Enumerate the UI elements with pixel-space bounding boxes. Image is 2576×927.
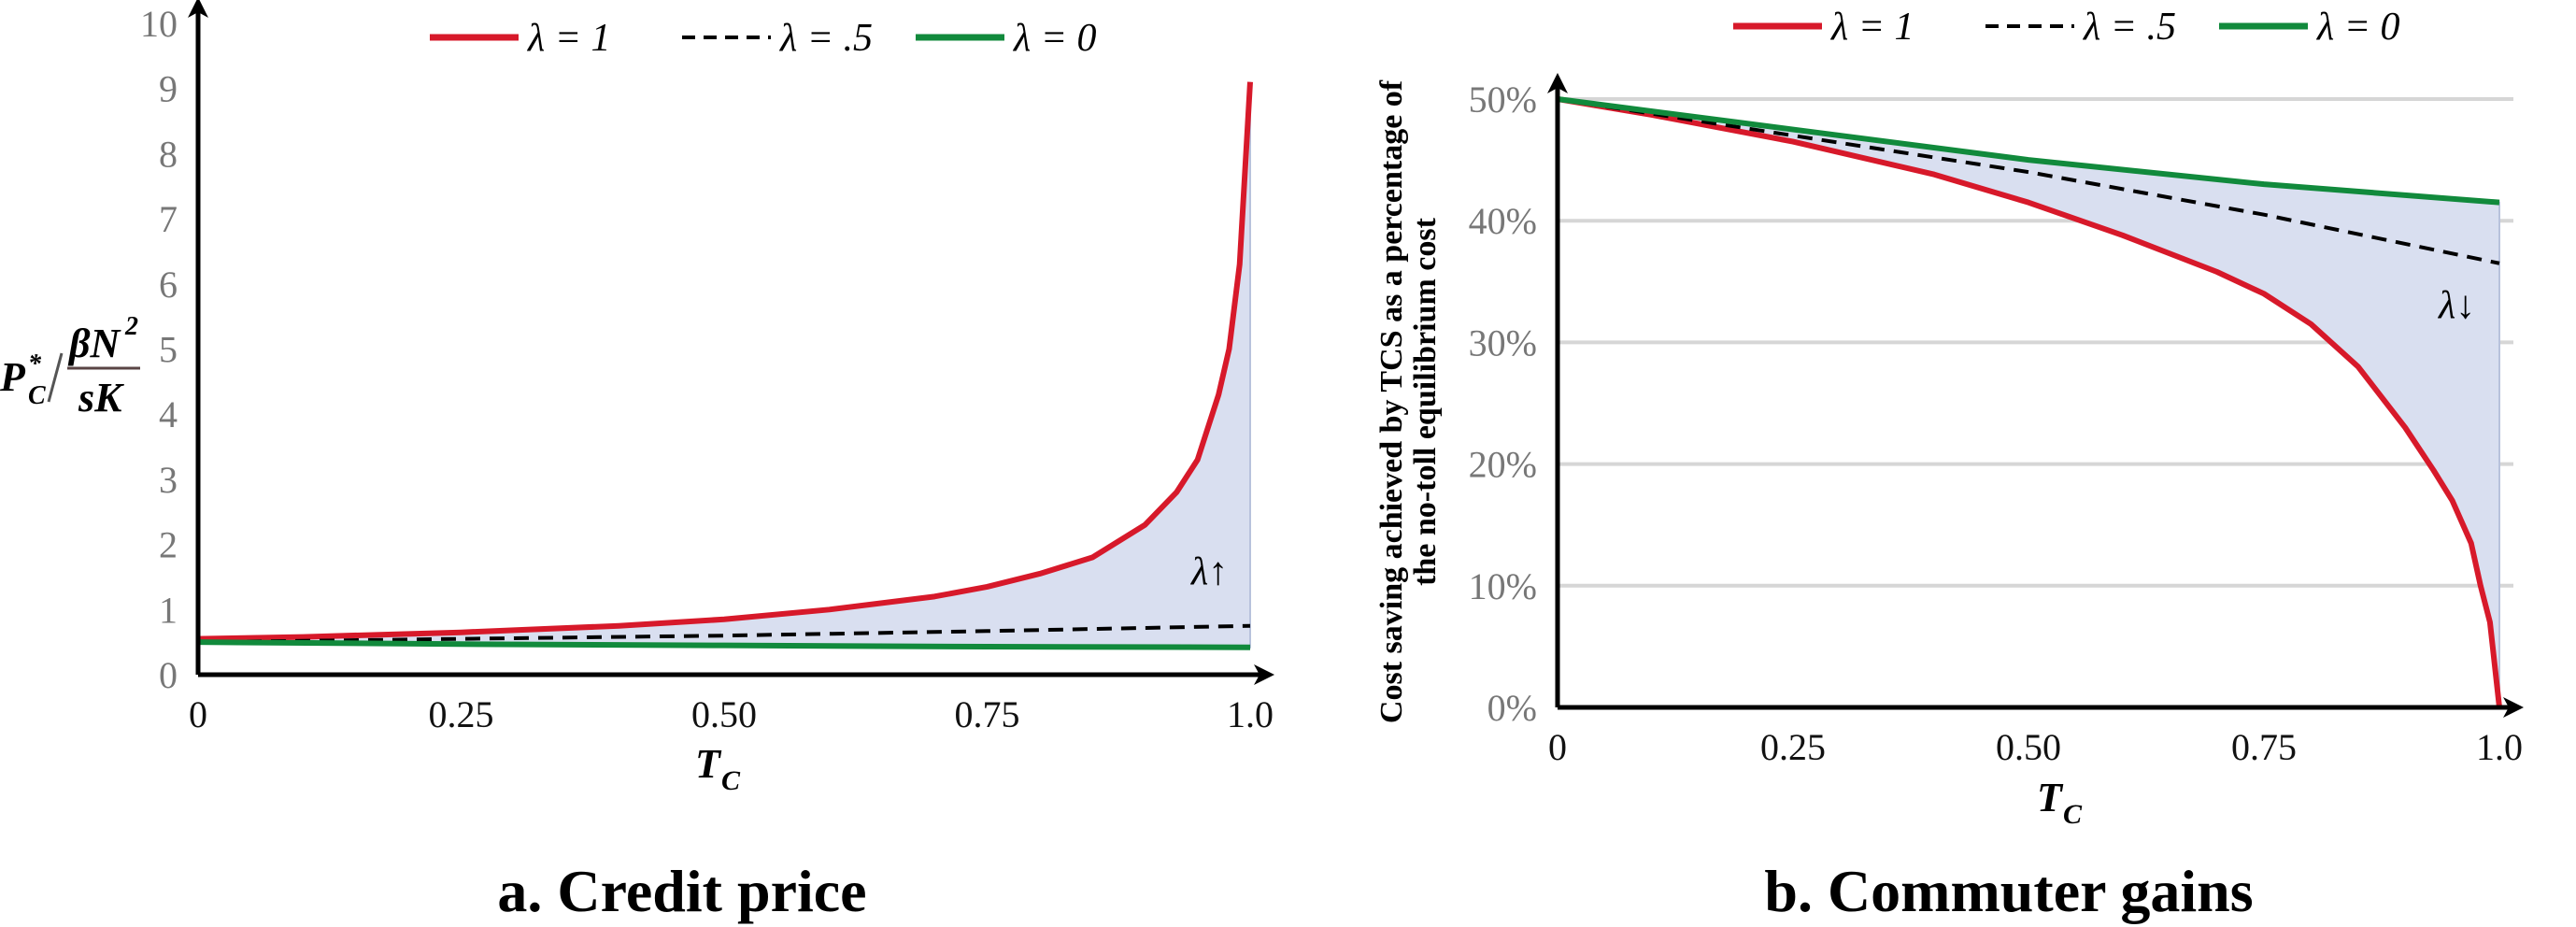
y-tick-label: 8 [159, 133, 178, 175]
svg-text:T: T [2037, 775, 2064, 820]
svg-text:2: 2 [124, 312, 138, 341]
svg-text:sK: sK [78, 375, 124, 421]
y-tick-label: 0% [1487, 687, 1537, 729]
svg-text:P: P [0, 354, 26, 400]
y-tick-label: 6 [159, 264, 178, 306]
x-tick-label: 0.50 [691, 693, 757, 735]
y-axis-label-b: Cost saving achieved by TCS as a percent… [1374, 79, 1443, 723]
x-tick-label: 0.75 [2231, 726, 2297, 768]
svg-text:C: C [721, 765, 741, 796]
y-tick-label: 0 [159, 654, 178, 696]
svg-text:Cost saving achieved by TCS as: Cost saving achieved by TCS as a percent… [1374, 79, 1409, 723]
x-axis-label-a: T C [695, 741, 741, 796]
y-tick-label: 10 [140, 3, 178, 45]
series-line-0 [1557, 96, 2502, 708]
svg-text:C: C [2063, 799, 2083, 830]
legend-label-0: λ = 1 [526, 17, 611, 60]
commuter-gains-chart: 0% 10% 20% 30% 40% 50% 0 0.25 0.50 0.75 1.0 λ = 1 λ … [1469, 6, 2524, 768]
y-tick-label: 7 [159, 198, 178, 240]
y-tick-label: 10% [1469, 565, 1537, 607]
legend-label-0: λ = 1 [1829, 6, 1914, 49]
y-tick-label: 4 [159, 393, 178, 435]
y-tick-label: 3 [159, 459, 178, 501]
caption-b: b. Commuter gains [1764, 858, 2253, 924]
series-line-2 [197, 639, 1251, 650]
y-tick-label: 5 [159, 329, 178, 371]
y-tick-label: 50% [1469, 78, 1537, 121]
x-tick-label: 0.50 [1996, 726, 2061, 768]
svg-text:the no-toll equilibrium cost: the no-toll equilibrium cost [1408, 217, 1443, 586]
legend-label-2: λ = 0 [2315, 6, 2400, 49]
x-tick-label: 0.25 [1760, 726, 1826, 768]
svg-text:C: C [28, 381, 46, 410]
y-tick-label: 40% [1469, 200, 1537, 242]
legend-label-2: λ = 0 [1012, 17, 1097, 60]
series-line-2 [1557, 96, 2500, 206]
lambda-annotation: λ↓ [2437, 284, 2475, 327]
x-tick-label: 0.25 [429, 693, 494, 735]
x-tick-label: 0 [1548, 726, 1567, 768]
svg-text:T: T [695, 741, 722, 787]
y-tick-label: 9 [159, 68, 178, 110]
svg-text:βN: βN [67, 321, 122, 366]
y-tick-label: 1 [159, 589, 178, 631]
series-line-0 [197, 81, 1253, 642]
x-tick-label: 1.0 [1227, 693, 1274, 735]
lambda-annotation: λ↑ [1189, 550, 1228, 593]
x-tick-label: 1.0 [2476, 726, 2523, 768]
series-line-1 [197, 623, 1251, 645]
x-axis-label-b: T C [2037, 775, 2083, 830]
y-tick-label: 2 [159, 524, 178, 566]
y-tick-label: 20% [1469, 444, 1537, 486]
svg-text:*: * [28, 349, 42, 378]
shaded-region [197, 81, 1251, 649]
series-line-1 [1557, 97, 2500, 265]
x-tick-label: 0.75 [955, 693, 1020, 735]
y-axis-label-a: P * C βN 2 sK [0, 312, 140, 421]
y-tick-label: 30% [1469, 321, 1537, 364]
legend-label-1: λ = .5 [2082, 6, 2176, 49]
legend-label-1: λ = .5 [778, 17, 873, 60]
credit-price-chart: 0 1 2 3 4 5 6 7 8 9 10 0 0.25 0.50 0.75 1.0 λ = 1 λ = .5 λ… [140, 0, 1274, 735]
caption-a: a. Credit price [497, 858, 866, 924]
x-tick-label: 0 [189, 693, 207, 735]
